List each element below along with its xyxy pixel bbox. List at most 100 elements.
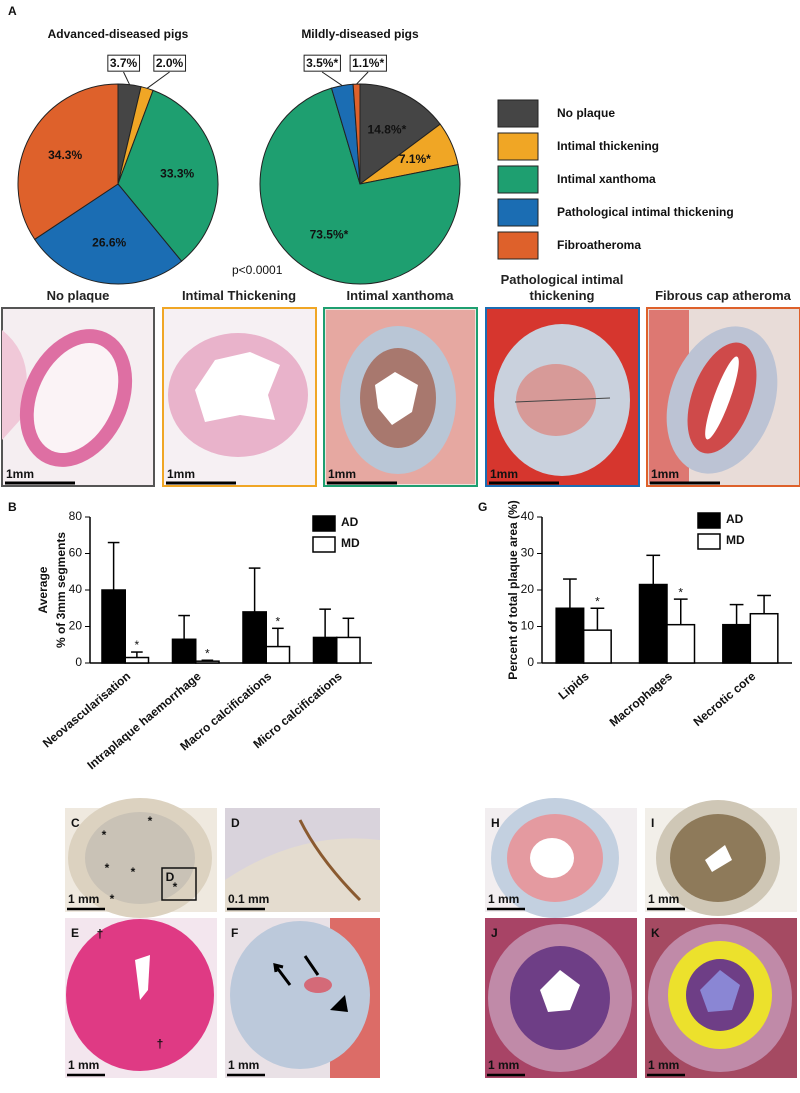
leader-line <box>321 71 343 87</box>
micrograph <box>485 918 637 1078</box>
y-tick-label: 10 <box>521 619 535 633</box>
scale-label: 1 mm <box>648 1058 679 1072</box>
legend-swatch <box>497 165 539 194</box>
y-tick-label: 20 <box>69 619 83 633</box>
significance-mark: * <box>595 594 600 608</box>
panel-label: H <box>491 816 500 830</box>
panel-label: B <box>8 500 17 514</box>
panel-label: D <box>231 816 240 830</box>
value-label: 14.8%* <box>368 123 407 137</box>
histology-image <box>162 307 317 487</box>
significance-mark: * <box>276 614 281 628</box>
histology-caption: Pathological intimal thickening <box>500 272 624 303</box>
y-tick-label: 0 <box>527 655 534 669</box>
panel-label: K <box>651 926 660 940</box>
histology-caption: Intimal Thickening <box>181 288 297 303</box>
legend-swatch <box>697 533 721 550</box>
value-label: 1.1%* <box>352 56 384 70</box>
bar <box>582 629 612 664</box>
pie-slice <box>359 83 441 185</box>
legend-swatch <box>497 198 539 227</box>
chart-title: Advanced-diseased pigs <box>48 27 189 41</box>
legend-swatch <box>497 132 539 161</box>
bar <box>638 583 668 664</box>
bar <box>101 589 126 664</box>
legend-label: AD <box>726 512 744 526</box>
panel-label: J <box>491 926 498 940</box>
significance-mark: * <box>135 638 140 652</box>
bar <box>171 638 197 664</box>
bar <box>124 656 150 664</box>
y-tick-label: 40 <box>69 582 83 596</box>
pie-slice <box>17 83 119 241</box>
scale-label: 1mm <box>6 467 34 481</box>
y-tick-label: 0 <box>75 655 82 669</box>
panel-label: A <box>8 4 17 18</box>
leader-line <box>123 71 131 85</box>
bar <box>242 611 267 664</box>
micrograph <box>65 798 217 918</box>
scale-label: 1 mm <box>488 892 519 906</box>
histology-caption: Fibrous cap atheroma <box>655 288 791 303</box>
legend-swatch <box>312 536 336 553</box>
label-box <box>107 54 141 72</box>
micrograph <box>65 918 217 1078</box>
scale-label: 1 mm <box>488 1058 519 1072</box>
annotation-mark: † <box>157 1037 164 1051</box>
legend-label: MD <box>726 533 745 547</box>
bar <box>722 623 752 664</box>
value-label: 3.5%* <box>306 56 338 70</box>
bar <box>265 645 291 664</box>
y-tick-label: 80 <box>69 509 83 523</box>
bar <box>336 636 361 664</box>
histology-image <box>323 307 478 487</box>
micrograph <box>485 798 637 918</box>
histology-image <box>1 307 155 487</box>
panel-label: F <box>231 926 238 940</box>
y-axis-label: % of 3mm segments <box>54 532 68 648</box>
histology-caption: Intimal xanthoma <box>346 288 454 303</box>
legend-label: AD <box>341 515 359 529</box>
annotation-mark: * <box>173 880 178 894</box>
annotation-mark: † <box>97 927 104 941</box>
scale-label: 1 mm <box>648 892 679 906</box>
panel-label: I <box>651 816 654 830</box>
y-axis-label: Average <box>36 566 50 613</box>
annotation-mark: * <box>131 865 136 879</box>
legend-label: Intimal thickening <box>557 139 659 153</box>
bar <box>195 660 220 664</box>
scale-label: 1mm <box>328 467 356 481</box>
y-tick-label: 40 <box>521 509 535 523</box>
scale-label: 0.1 mm <box>228 892 269 906</box>
pie-slice <box>34 183 183 285</box>
label-box <box>349 54 387 72</box>
label-box <box>153 54 187 72</box>
x-tick-label: Macrophages <box>607 669 676 730</box>
significance-mark: * <box>678 585 683 599</box>
value-label: 34.3% <box>48 148 82 162</box>
legend-label: Fibroatheroma <box>557 238 641 252</box>
bar <box>312 636 338 664</box>
y-tick-label: 60 <box>69 546 83 560</box>
y-tick-label: 30 <box>521 546 535 560</box>
pie-slice <box>117 89 219 262</box>
annotation-mark: D <box>166 870 175 884</box>
histology-caption: No plaque <box>46 288 110 303</box>
bar <box>749 612 779 664</box>
scale-label: 1 mm <box>228 1058 259 1072</box>
annotation-mark: * <box>110 892 115 906</box>
scale-label: 1 mm <box>68 892 99 906</box>
panel-label: C <box>71 816 80 830</box>
value-label: 33.3% <box>160 166 194 180</box>
histology-image <box>485 307 640 487</box>
micrograph <box>225 918 380 1078</box>
leader-line <box>146 71 170 89</box>
panel-label: E <box>71 926 79 940</box>
bar <box>555 607 585 664</box>
micrograph <box>645 800 797 916</box>
leader-line <box>356 71 369 85</box>
y-axis-label: Percent of total plaque area (%) <box>506 500 520 679</box>
